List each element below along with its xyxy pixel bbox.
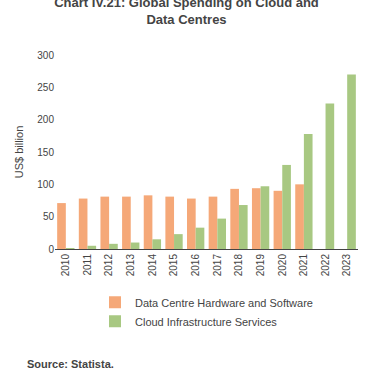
svg-text:2019: 2019 xyxy=(255,254,266,277)
svg-text:2011: 2011 xyxy=(82,254,93,276)
svg-text:2018: 2018 xyxy=(233,254,244,277)
svg-text:2020: 2020 xyxy=(277,254,288,277)
svg-text:150: 150 xyxy=(37,147,54,158)
svg-text:250: 250 xyxy=(37,82,54,93)
svg-text:2010: 2010 xyxy=(60,254,71,277)
svg-text:2023: 2023 xyxy=(341,254,352,277)
svg-text:2021: 2021 xyxy=(298,254,309,277)
svg-text:200: 200 xyxy=(37,114,54,125)
svg-text:Data Centre Hardware and Softw: Data Centre Hardware and Software xyxy=(135,297,313,309)
svg-text:2015: 2015 xyxy=(168,254,179,277)
svg-text:2014: 2014 xyxy=(147,254,158,277)
svg-text:2017: 2017 xyxy=(212,254,223,277)
svg-text:2016: 2016 xyxy=(190,254,201,277)
svg-text:2022: 2022 xyxy=(320,254,331,277)
svg-text:0: 0 xyxy=(48,244,54,255)
svg-text:100: 100 xyxy=(37,179,54,190)
svg-text:Cloud Infrastructure Services: Cloud Infrastructure Services xyxy=(135,316,277,328)
svg-text:50: 50 xyxy=(43,211,55,222)
svg-text:300: 300 xyxy=(37,50,54,61)
svg-text:US$ billion: US$ billion xyxy=(13,126,25,179)
svg-text:Chart IV.21: Global Spending o: Chart IV.21: Global Spending on Cloud an… xyxy=(54,0,319,27)
svg-text:2012: 2012 xyxy=(103,254,114,277)
svg-text:Source: Statista.: Source: Statista. xyxy=(27,358,114,370)
svg-text:2013: 2013 xyxy=(125,254,136,277)
